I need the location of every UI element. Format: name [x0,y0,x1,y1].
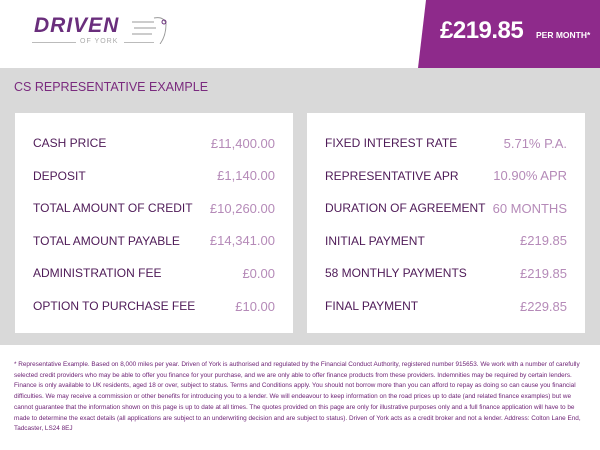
finance-value: 5.71% P.A. [503,135,567,151]
finance-example-section: CS REPRESENTATIVE EXAMPLE CASH PRICE £11,… [0,68,600,345]
finance-label: TOTAL AMOUNT PAYABLE [33,233,180,248]
finance-label: DURATION OF AGREEMENT [325,201,486,216]
finance-row: TOTAL AMOUNT OF CREDIT £10,260.00 [33,198,275,218]
finance-label: FINAL PAYMENT [325,299,419,313]
finance-row: FINAL PAYMENT £229.85 [325,296,567,316]
finance-card-left: CASH PRICE £11,400.00 DEPOSIT £1,140.00 TOTA… [15,113,293,333]
finance-row: INITIAL PAYMENT £219.85 [325,231,567,251]
finance-label: OPTION TO PURCHASE FEE [33,299,196,313]
finance-value: £11,400.00 [210,135,275,151]
finance-value: £219.85 [520,265,567,281]
finance-value: £219.85 [520,233,567,249]
finance-card-right: FIXED INTEREST RATE 5.71% P.A. REPRESENTAT… [307,113,585,333]
finance-row: CASH PRICE £11,400.00 [33,133,275,153]
finance-value: £14,341.00 [209,233,275,249]
finance-row: ADMINISTRATION FEE £0.00 [33,263,275,283]
finance-row: 58 MONTHLY PAYMENTS £219.85 [325,263,567,283]
monthly-price-banner: £219.85 PER MONTH* [418,0,600,68]
section-title: CS REPRESENTATIVE EXAMPLE [14,80,209,94]
finance-value: £10,260.00 [209,200,275,216]
finance-row: FIXED INTEREST RATE 5.71% P.A. [325,133,567,153]
finance-value: 60 MONTHS [492,200,567,216]
finance-value: £1,140.00 [217,168,275,184]
finance-value: £10.00 [235,298,275,314]
finance-label: FIXED INTEREST RATE [325,136,458,150]
finance-row: TOTAL AMOUNT PAYABLE £14,341.00 [33,231,275,251]
finance-row: DEPOSIT £1,140.00 [33,166,275,186]
finance-label: INITIAL PAYMENT [325,233,425,248]
finance-label: TOTAL AMOUNT OF CREDIT [33,201,193,216]
finance-row: OPTION TO PURCHASE FEE £10.00 [33,296,275,316]
finance-label: 58 MONTHLY PAYMENTS [325,266,467,281]
per-month-label: PER MONTH* [536,30,591,40]
finance-row: REPRESENTATIVE APR 10.90% APR [325,166,567,186]
finance-value: £229.85 [520,298,567,314]
logo-line [32,42,76,43]
monthly-price: £219.85 [440,17,524,44]
finance-label: REPRESENTATIVE APR [325,168,459,183]
header: DRIVEN OF YORK £219.85 PER MONTH* [0,0,600,68]
finance-label: CASH PRICE [33,136,107,150]
footnote: * Representative Example. Based on 8,000… [14,361,581,433]
car-icon [132,17,167,44]
logo[interactable]: DRIVEN OF YORK [32,14,172,50]
logo-text: DRIVEN [34,14,120,37]
logo-line [124,42,154,43]
finance-value: £0.00 [242,265,275,281]
finance-row: DURATION OF AGREEMENT 60 MONTHS [325,198,567,218]
finance-value: 10.90% APR [493,168,567,184]
logo-subtitle: OF YORK [80,38,119,45]
finance-label: DEPOSIT [33,168,86,183]
finance-label: ADMINISTRATION FEE [33,266,162,281]
